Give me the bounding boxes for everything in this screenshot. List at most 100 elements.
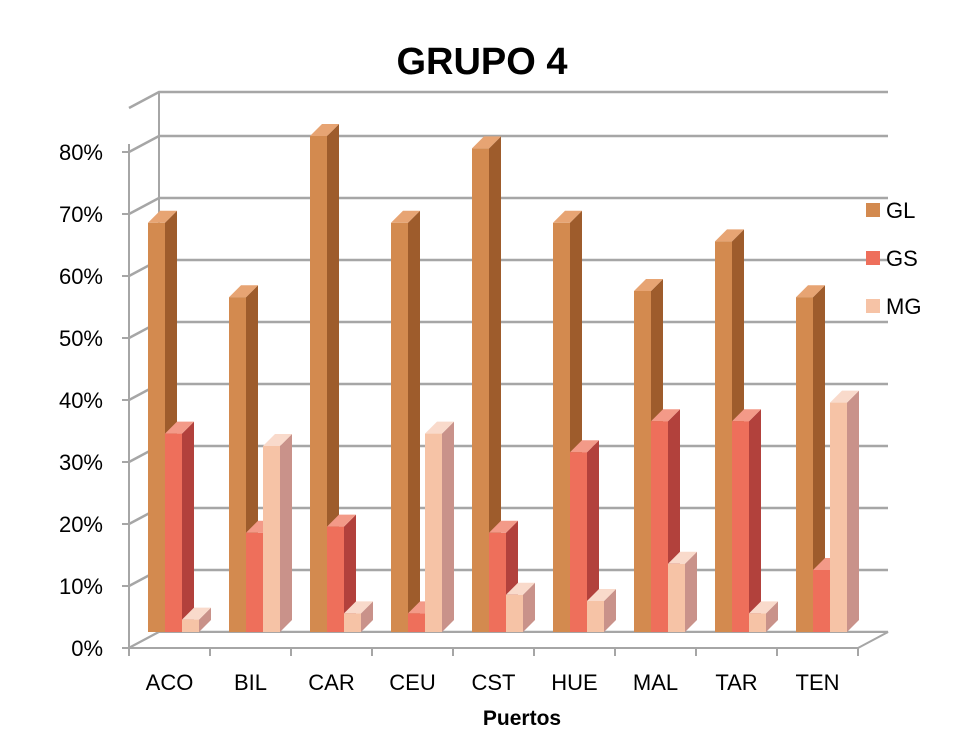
bar-top: [182, 607, 211, 620]
bar-gs-tar: [732, 409, 761, 632]
bar-side: [587, 440, 599, 632]
legend: GL GS MG: [866, 198, 921, 319]
bar-mg-tar: [749, 601, 778, 632]
bar-side: [442, 421, 454, 632]
chart-floor: [128, 631, 889, 649]
bar-side: [685, 551, 697, 632]
bar-front: [489, 532, 506, 632]
y-tick-label: 20%: [59, 512, 103, 537]
bar-front: [749, 613, 766, 632]
gridline: [128, 134, 888, 154]
bar-front: [229, 297, 246, 632]
bar-side: [199, 607, 211, 632]
bar-side: [408, 210, 420, 633]
bar-front: [408, 613, 425, 632]
bar-front: [553, 222, 570, 633]
gridline-top: [128, 90, 888, 110]
bar-top: [553, 210, 582, 223]
bar-top: [732, 409, 761, 422]
bar-side: [523, 582, 535, 632]
bar-front: [830, 402, 847, 632]
bar-mg-hue: [587, 589, 616, 632]
bar-side: [847, 390, 859, 632]
x-tick-label: BIL: [234, 670, 267, 695]
x-tick-label: MAL: [633, 670, 678, 695]
bar-top: [310, 124, 339, 136]
bar-front: [310, 136, 327, 632]
bar-top: [229, 285, 258, 298]
bar-mg-aco: [182, 607, 211, 632]
bar-top: [570, 440, 599, 453]
legend-swatch: [866, 203, 880, 217]
bar-top: [830, 390, 859, 403]
y-tick-label: 80%: [59, 140, 103, 165]
bar-side: [361, 601, 373, 632]
bar-front: [587, 601, 604, 632]
legend-swatch: [866, 299, 880, 313]
bar-front: [732, 421, 749, 632]
y-tick-label: 30%: [59, 450, 103, 475]
gridline: [128, 258, 888, 278]
bar-side: [182, 421, 194, 632]
gridline: [128, 196, 888, 216]
x-tick-label: TEN: [796, 670, 840, 695]
x-axis-categories: ACO BIL CAR CEU CST HUE MAL TAR TEN: [128, 648, 859, 695]
chart-title: GRUPO 4: [396, 41, 567, 83]
bar-top: [263, 434, 292, 446]
legend-swatch: [866, 251, 880, 265]
bar-side: [327, 124, 339, 632]
bar-side: [280, 434, 292, 632]
y-axis-ticks: 0% 10% 20% 30% 40% 50% 60% 70% 80%: [59, 140, 129, 661]
bar-top: [489, 520, 518, 533]
x-tick-label: TAR: [715, 670, 757, 695]
bar-front: [570, 452, 587, 632]
bar-front: [634, 291, 651, 632]
bar-side: [604, 589, 616, 632]
bar-gl-ten: [796, 285, 825, 632]
legend-label: GL: [886, 198, 915, 223]
bar-side: [749, 409, 761, 632]
bars: [148, 124, 859, 633]
bar-side: [489, 136, 501, 632]
bar-top: [634, 279, 663, 291]
bar-side: [344, 514, 356, 632]
bar-top: [425, 421, 454, 434]
bar-top: [506, 582, 535, 595]
bar-side: [766, 601, 778, 632]
bar-front: [344, 613, 361, 632]
bar-gl-car: [310, 124, 339, 632]
legend-item-gs: GS: [866, 246, 918, 271]
bar-top: [587, 589, 616, 601]
bar-top: [796, 285, 825, 298]
legend-label: GS: [886, 246, 918, 271]
x-tick-label: CST: [472, 670, 516, 695]
legend-item-gl: GL: [866, 198, 915, 223]
bar-top: [327, 514, 356, 527]
y-tick-label: 10%: [59, 574, 103, 599]
bar-top: [148, 210, 177, 223]
y-tick-label: 60%: [59, 264, 103, 289]
x-axis-title: Puertos: [483, 707, 561, 730]
bar-front: [327, 526, 344, 632]
x-tick-label: CAR: [308, 670, 354, 695]
bar-front: [148, 222, 165, 633]
y-tick-label: 70%: [59, 202, 103, 227]
bar-front: [391, 222, 408, 633]
bar-front: [182, 619, 199, 632]
bar-mg-car: [344, 601, 373, 632]
bar-top: [749, 601, 778, 614]
bar-front: [506, 594, 523, 632]
legend-label: MG: [886, 294, 921, 319]
bar-front: [796, 297, 813, 632]
bar-side: [813, 285, 825, 632]
bar-gl-ceu: [391, 210, 420, 633]
bar-top: [651, 409, 680, 422]
bar-top: [165, 421, 194, 434]
bar-mg-bil: [263, 434, 292, 632]
x-tick-label: CEU: [389, 670, 435, 695]
bar-front: [263, 446, 280, 632]
bar-mg-cst: [506, 582, 535, 632]
bar-top: [391, 210, 420, 223]
bar-front: [472, 148, 489, 632]
bar-top: [344, 601, 373, 614]
